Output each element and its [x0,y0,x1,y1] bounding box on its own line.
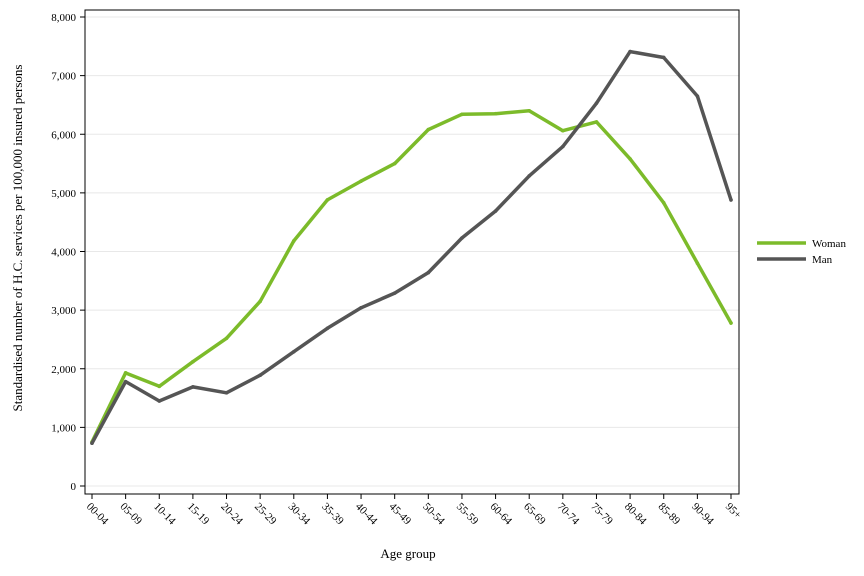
data-point-woman [493,111,498,116]
data-point-woman [123,371,128,375]
y-tick-label: 2,000 [51,364,76,376]
y-tick-label: 0 [71,481,77,493]
x-tick-label: 65-69 [521,501,548,528]
data-point-man [695,94,700,98]
x-tick-label: 85-89 [656,501,683,528]
data-point-man [594,101,599,105]
x-tick-label: 10-14 [151,501,178,528]
x-tick-label: 35-39 [319,501,346,528]
data-point-man [123,379,128,384]
data-point-woman [224,336,229,341]
x-tick-label: 70-74 [555,501,582,528]
data-point-woman [729,321,733,325]
x-tick-label: 55-59 [454,501,481,528]
x-tick-label: 05-09 [118,501,145,528]
data-point-woman [392,161,397,166]
x-tick-label: 95+ [723,501,744,522]
y-tick-label: 1,000 [51,422,76,434]
data-point-woman [359,179,363,183]
y-tick-label: 8,000 [51,12,76,24]
x-axis: 00-04 05-09 10-14 15-19 20-24 25-29 30-34 35-39… [84,494,744,528]
x-axis-title: Age group [380,546,435,561]
data-point-man [291,349,296,354]
y-tick-label: 4,000 [51,247,76,259]
data-point-woman [258,299,262,304]
x-tick-label: 80-84 [622,501,649,528]
x-tick-label: 00-04 [84,501,111,528]
data-point-woman [426,127,431,132]
data-point-man [460,236,464,240]
x-tick-label: 15-19 [185,501,212,528]
y-axis-title: Standardised number of H.C. services per… [10,65,25,412]
legend: Woman Man [757,238,846,266]
series-line-woman [90,109,733,444]
x-tick-label: 90-94 [689,501,716,528]
grid-lines [85,16,739,487]
data-point-woman [527,109,532,113]
data-point-man [392,291,397,295]
data-point-woman [460,112,464,117]
data-point-man [191,385,195,389]
x-tick-label: 25-29 [252,501,279,528]
data-point-woman [325,198,330,202]
x-tick-label: 45-49 [387,501,414,528]
data-point-man [661,55,666,60]
data-point-woman [695,261,700,266]
y-tick-label: 3,000 [51,305,76,317]
legend-label-man: Man [812,254,833,266]
data-point-woman [561,128,565,133]
data-point-man [426,270,431,275]
legend-label-woman: Woman [812,238,846,250]
x-tick-label: 60-64 [487,501,514,528]
x-tick-label: 50-54 [420,501,447,528]
data-point-man [561,144,565,149]
y-tick-label: 5,000 [51,188,76,200]
x-tick-label: 40-44 [353,501,380,528]
data-point-woman [191,359,195,364]
data-point-man [493,209,498,213]
data-point-man [325,326,330,331]
data-point-woman [628,157,632,161]
x-tick-label: 30-34 [286,501,313,528]
series-layer [90,49,733,446]
data-point-man [258,373,262,377]
data-point-woman [661,201,666,205]
y-axis: 0 1,000 2,000 3,000 4,000 5,000 6,000 7,000 8,00… [51,12,85,493]
y-tick-label: 7,000 [51,71,76,83]
data-point-woman [157,384,162,389]
data-point-woman [594,120,599,124]
x-tick-label: 20-24 [218,501,245,528]
data-point-man [90,441,94,446]
data-point-woman [291,239,296,243]
data-point-man [157,399,162,403]
series-line-man [90,49,733,445]
y-tick-label: 6,000 [51,129,76,141]
data-point-man [729,198,733,202]
data-point-man [628,49,632,54]
data-point-man [359,305,363,310]
data-point-man [527,174,532,178]
data-point-man [224,390,229,395]
x-tick-label: 75-79 [588,501,615,528]
